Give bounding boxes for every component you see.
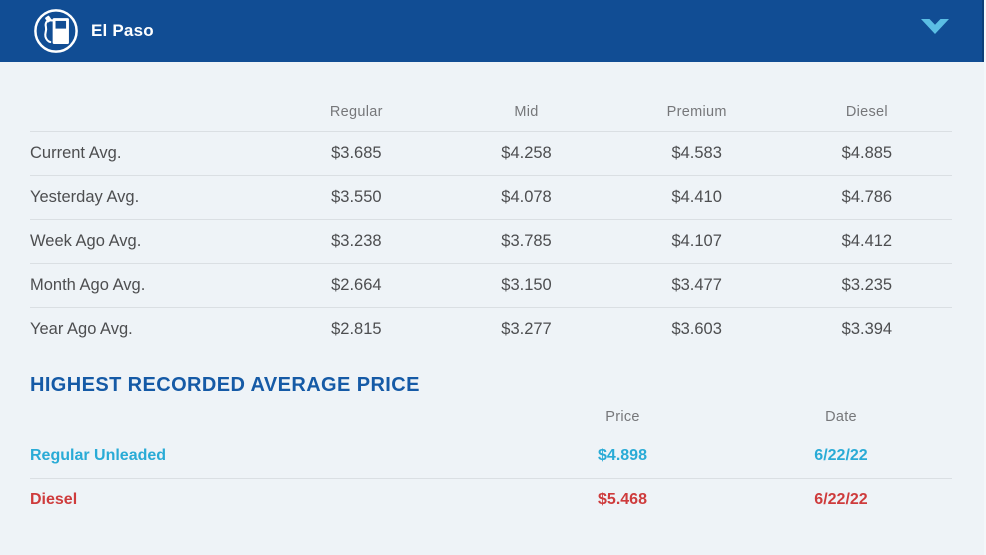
highest-table-header-row: Price Date [30, 400, 952, 434]
highest-recorded-table: Price Date Regular Unleaded $4.898 6/22/22… [30, 400, 952, 522]
city-accordion-header[interactable]: El Paso [0, 0, 984, 62]
price-value: $3.785 [441, 219, 612, 264]
row-label: Yesterday Avg. [30, 175, 272, 220]
avg-table-body: Current Avg. $3.685 $4.258 $4.583 $4.885 Yest… [30, 131, 952, 351]
price-value: $3.150 [441, 263, 612, 308]
price-value: $3.235 [781, 263, 952, 308]
row-label: Current Avg. [30, 131, 272, 176]
row-label: Regular Unleaded [30, 434, 515, 479]
price-value: $4.412 [781, 219, 952, 264]
price-value: $4.258 [441, 131, 612, 176]
empty-corner-cell [30, 93, 272, 132]
price-value: $3.685 [271, 131, 442, 176]
highest-table-body: Regular Unleaded $4.898 6/22/22 Diesel $5.46… [30, 434, 952, 522]
table-row: Month Ago Avg. $2.664 $3.150 $3.477 $3.235 [30, 263, 952, 308]
table-row: Yesterday Avg. $3.550 $4.078 $4.410 $4.786 [30, 175, 952, 220]
chevron-down-icon[interactable] [921, 19, 949, 37]
price-value: $3.550 [271, 175, 442, 220]
average-price-table: Regular Mid Premium Diesel Current Avg. $… [30, 93, 952, 351]
price-value: $2.815 [331, 319, 382, 338]
col-header-regular: Regular [271, 93, 442, 132]
price-value: $4.078 [441, 175, 612, 220]
price-panel: Regular Mid Premium Diesel Current Avg. $… [0, 62, 984, 555]
price-value: $4.410 [611, 175, 782, 220]
table-row: Diesel $5.468 6/22/22 [30, 478, 952, 522]
price-value: $4.107 [611, 219, 782, 264]
gas-pump-icon [33, 8, 79, 54]
price-value: $2.664 [271, 263, 442, 308]
col-header-date: Date [825, 409, 857, 425]
col-header-premium: Premium [611, 93, 782, 132]
price-value: $3.394 [841, 319, 893, 338]
table-row: Year Ago Avg. $2.815 $3.277 $3.603 $3.394 [30, 307, 952, 351]
row-label: Month Ago Avg. [30, 263, 272, 308]
row-label: Year Ago Avg. [30, 319, 133, 338]
date-value: 6/22/22 [814, 491, 868, 509]
table-row: Week Ago Avg. $3.238 $3.785 $4.107 $4.412 [30, 219, 952, 264]
empty-corner-cell [30, 400, 515, 434]
price-value: $3.603 [671, 319, 722, 338]
price-value: $4.885 [781, 131, 952, 176]
price-value: $4.583 [611, 131, 782, 176]
price-value: $4.898 [515, 434, 730, 479]
row-label: Diesel [30, 491, 78, 509]
col-header-price: Price [605, 409, 640, 425]
price-value: $3.277 [501, 319, 552, 338]
city-title: El Paso [91, 21, 154, 40]
price-value: $5.468 [598, 491, 647, 509]
date-value: 6/22/22 [730, 434, 952, 479]
col-header-diesel: Diesel [781, 93, 952, 132]
section-title: HIGHEST RECORDED AVERAGE PRICE [30, 374, 420, 396]
row-label: Week Ago Avg. [30, 219, 272, 264]
price-value: $4.786 [781, 175, 952, 220]
col-header-mid: Mid [441, 93, 612, 132]
avg-table-header-row: Regular Mid Premium Diesel [30, 93, 952, 132]
price-value: $3.238 [271, 219, 442, 264]
table-row: Regular Unleaded $4.898 6/22/22 [30, 434, 952, 479]
table-row: Current Avg. $3.685 $4.258 $4.583 $4.885 [30, 131, 952, 176]
price-value: $3.477 [611, 263, 782, 308]
